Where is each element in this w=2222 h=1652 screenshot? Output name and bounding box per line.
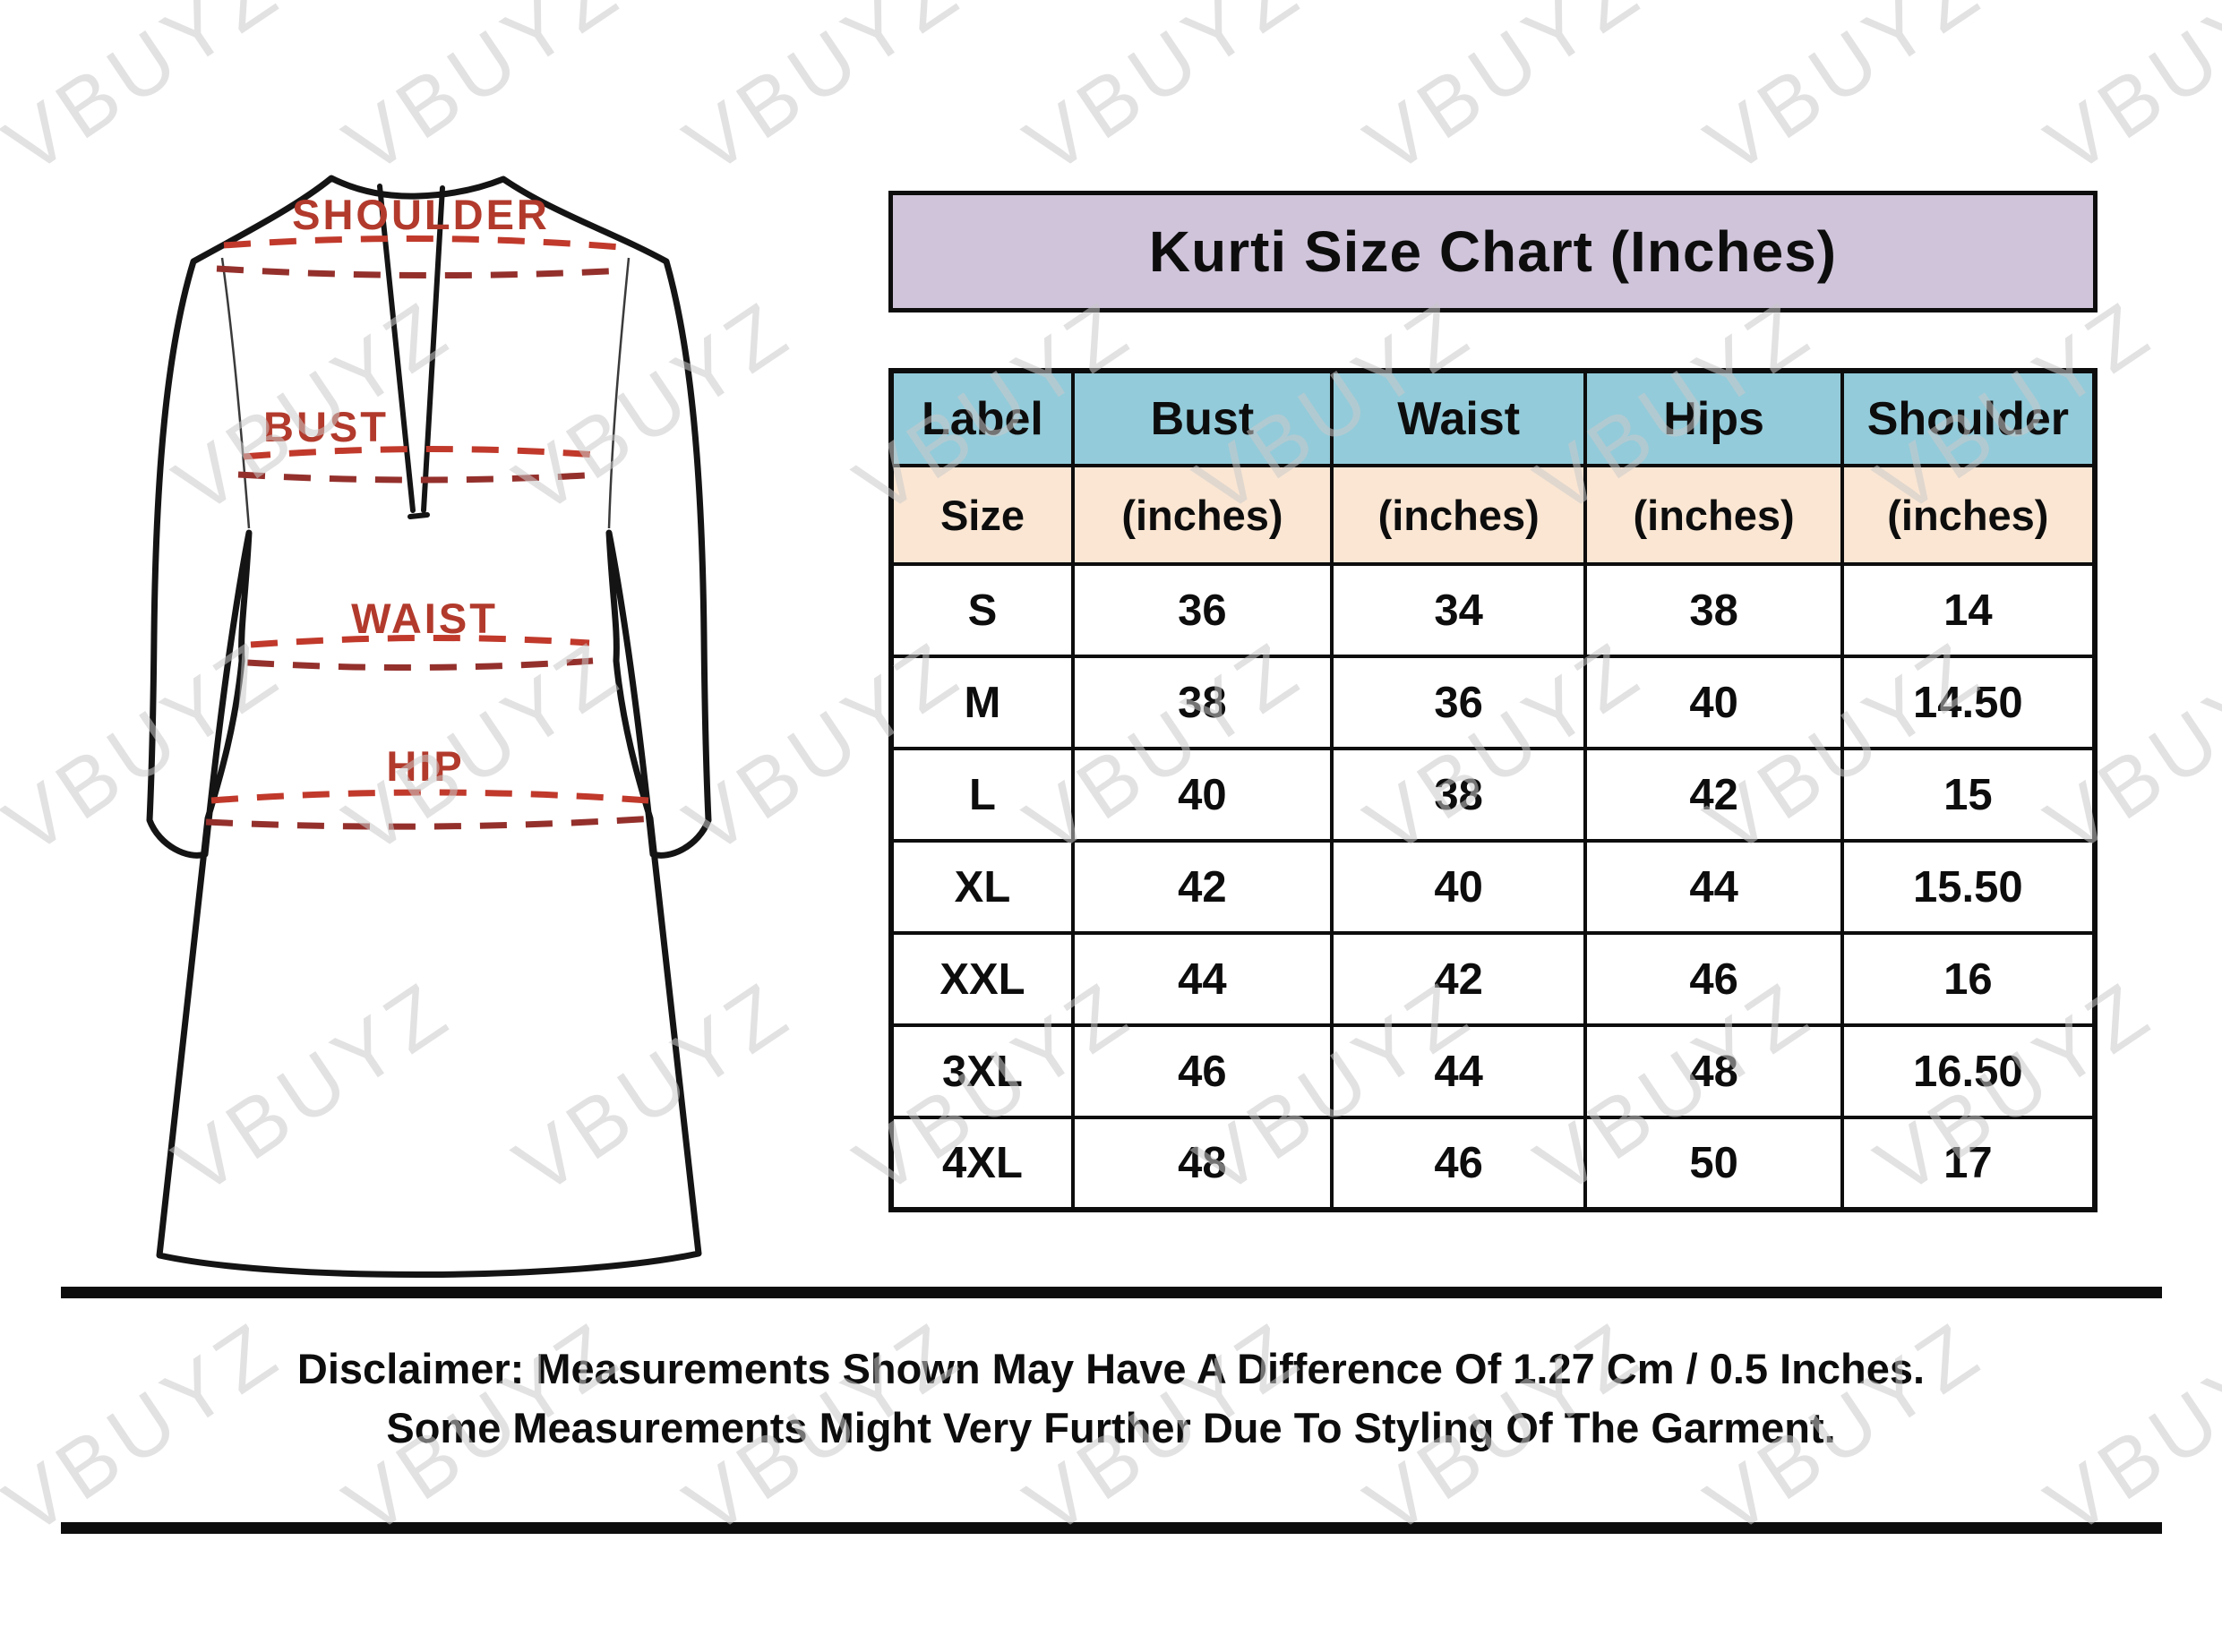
shoulder-dash-line bbox=[223, 235, 621, 251]
bust-cell: 40 bbox=[1070, 747, 1334, 843]
shoulder-seam-left bbox=[220, 257, 251, 529]
waist-label: WAIST bbox=[351, 595, 498, 642]
col-header-shoulder: Shoulder bbox=[1840, 369, 2098, 467]
waist-cell: 40 bbox=[1329, 839, 1588, 935]
size-cell: S bbox=[889, 562, 1075, 658]
bust-cell: 44 bbox=[1070, 931, 1334, 1027]
kurti-diagram: SHOULDER BUST WAIST HIP bbox=[146, 175, 712, 1279]
size-cell: 4XL bbox=[889, 1116, 1075, 1211]
col-header-bust: Bust bbox=[1070, 369, 1334, 467]
hips-cell: 44 bbox=[1583, 839, 1844, 935]
size-cell: M bbox=[889, 655, 1075, 750]
waist-cell: 36 bbox=[1329, 655, 1588, 750]
chart-title-bar: Kurti Size Chart (Inches) bbox=[888, 191, 2098, 312]
disclaimer: Disclaimer: Measurements Shown May Have … bbox=[0, 1340, 2222, 1458]
shoulder-cell: 16.50 bbox=[1840, 1023, 2098, 1119]
watermark-text: VBUYZ bbox=[1009, 0, 1318, 192]
hip-dash-line-2 bbox=[205, 815, 655, 830]
divider-line-bottom bbox=[61, 1522, 2162, 1534]
bust-dash-line-2 bbox=[237, 471, 601, 484]
col-header-label: Label bbox=[889, 369, 1075, 467]
watermark-text: VBUYZ bbox=[1350, 0, 1659, 192]
watermark-text: VBUYZ bbox=[1690, 0, 1999, 192]
divider-line-top bbox=[61, 1287, 2162, 1298]
waist-dash-line-2 bbox=[246, 657, 594, 672]
waist-dash-line bbox=[250, 634, 590, 648]
bust-cell: 38 bbox=[1070, 655, 1334, 750]
waist-cell: 44 bbox=[1329, 1023, 1588, 1119]
table-row-s: S 36 34 38 14 bbox=[889, 562, 2098, 658]
waist-cell: 34 bbox=[1329, 562, 1588, 658]
hips-cell: 42 bbox=[1583, 747, 1844, 843]
chart-title: Kurti Size Chart (Inches) bbox=[1148, 219, 1838, 284]
hips-cell: 40 bbox=[1583, 655, 1844, 750]
bust-label: BUST bbox=[263, 403, 389, 450]
shoulder-cell: 14.50 bbox=[1840, 655, 2098, 750]
col-header-waist: Waist bbox=[1329, 369, 1588, 467]
subheader-bust-units: (inches) bbox=[1070, 464, 1334, 566]
hip-dash-line bbox=[210, 789, 649, 804]
size-cell: XL bbox=[889, 839, 1075, 935]
waist-cell: 42 bbox=[1329, 931, 1588, 1027]
table-row-xxl: XXL 44 42 46 16 bbox=[889, 931, 2098, 1027]
shoulder-dash-line-2 bbox=[216, 265, 626, 279]
size-cell: XXL bbox=[889, 931, 1075, 1027]
table-header-row: Label Bust Waist Hips Shoulder bbox=[889, 369, 2098, 467]
subheader-size: Size bbox=[889, 464, 1075, 566]
shoulder-cell: 16 bbox=[1840, 931, 2098, 1027]
disclaimer-line-1: Disclaimer: Measurements Shown May Have … bbox=[296, 1345, 1926, 1392]
table-row-4xl: 4XL 48 46 50 17 bbox=[889, 1116, 2098, 1211]
hip-label: HIP bbox=[386, 742, 464, 790]
subheader-waist-units: (inches) bbox=[1329, 464, 1588, 566]
shoulder-cell: 15.50 bbox=[1840, 839, 2098, 935]
table-row-3xl: 3XL 46 44 48 16.50 bbox=[889, 1023, 2098, 1119]
subheader-hips-units: (inches) bbox=[1583, 464, 1844, 566]
size-chart-table: Label Bust Waist Hips Shoulder Size (inc… bbox=[888, 368, 2098, 1212]
bust-cell: 48 bbox=[1070, 1116, 1334, 1211]
size-cell: L bbox=[889, 747, 1075, 843]
bust-cell: 42 bbox=[1070, 839, 1334, 935]
table-row-l: L 40 38 42 15 bbox=[889, 747, 2098, 843]
bust-cell: 36 bbox=[1070, 562, 1334, 658]
size-cell: 3XL bbox=[889, 1023, 1075, 1119]
bust-cell: 46 bbox=[1070, 1023, 1334, 1119]
shoulder-seam-right bbox=[607, 257, 631, 529]
disclaimer-line-2: Some Measurements Might Very Further Due… bbox=[386, 1404, 1836, 1451]
hips-cell: 46 bbox=[1583, 931, 1844, 1027]
waist-cell: 38 bbox=[1329, 747, 1588, 843]
subheader-shoulder-units: (inches) bbox=[1840, 464, 2098, 566]
shoulder-cell: 15 bbox=[1840, 747, 2098, 843]
table-row-m: M 38 36 40 14.50 bbox=[889, 655, 2098, 750]
col-header-hips: Hips bbox=[1583, 369, 1844, 467]
bust-dash-line bbox=[243, 445, 597, 460]
shoulder-label: SHOULDER bbox=[292, 191, 550, 238]
waist-cell: 46 bbox=[1329, 1116, 1588, 1211]
hips-cell: 38 bbox=[1583, 562, 1844, 658]
shoulder-cell: 17 bbox=[1840, 1116, 2098, 1211]
watermark-text: VBUYZ bbox=[2030, 0, 2222, 192]
shoulder-cell: 14 bbox=[1840, 562, 2098, 658]
hips-cell: 48 bbox=[1583, 1023, 1844, 1119]
table-row-xl: XL 42 40 44 15.50 bbox=[889, 839, 2098, 935]
table-subheader-row: Size (inches) (inches) (inches) (inches) bbox=[889, 464, 2098, 566]
hips-cell: 50 bbox=[1583, 1116, 1844, 1211]
